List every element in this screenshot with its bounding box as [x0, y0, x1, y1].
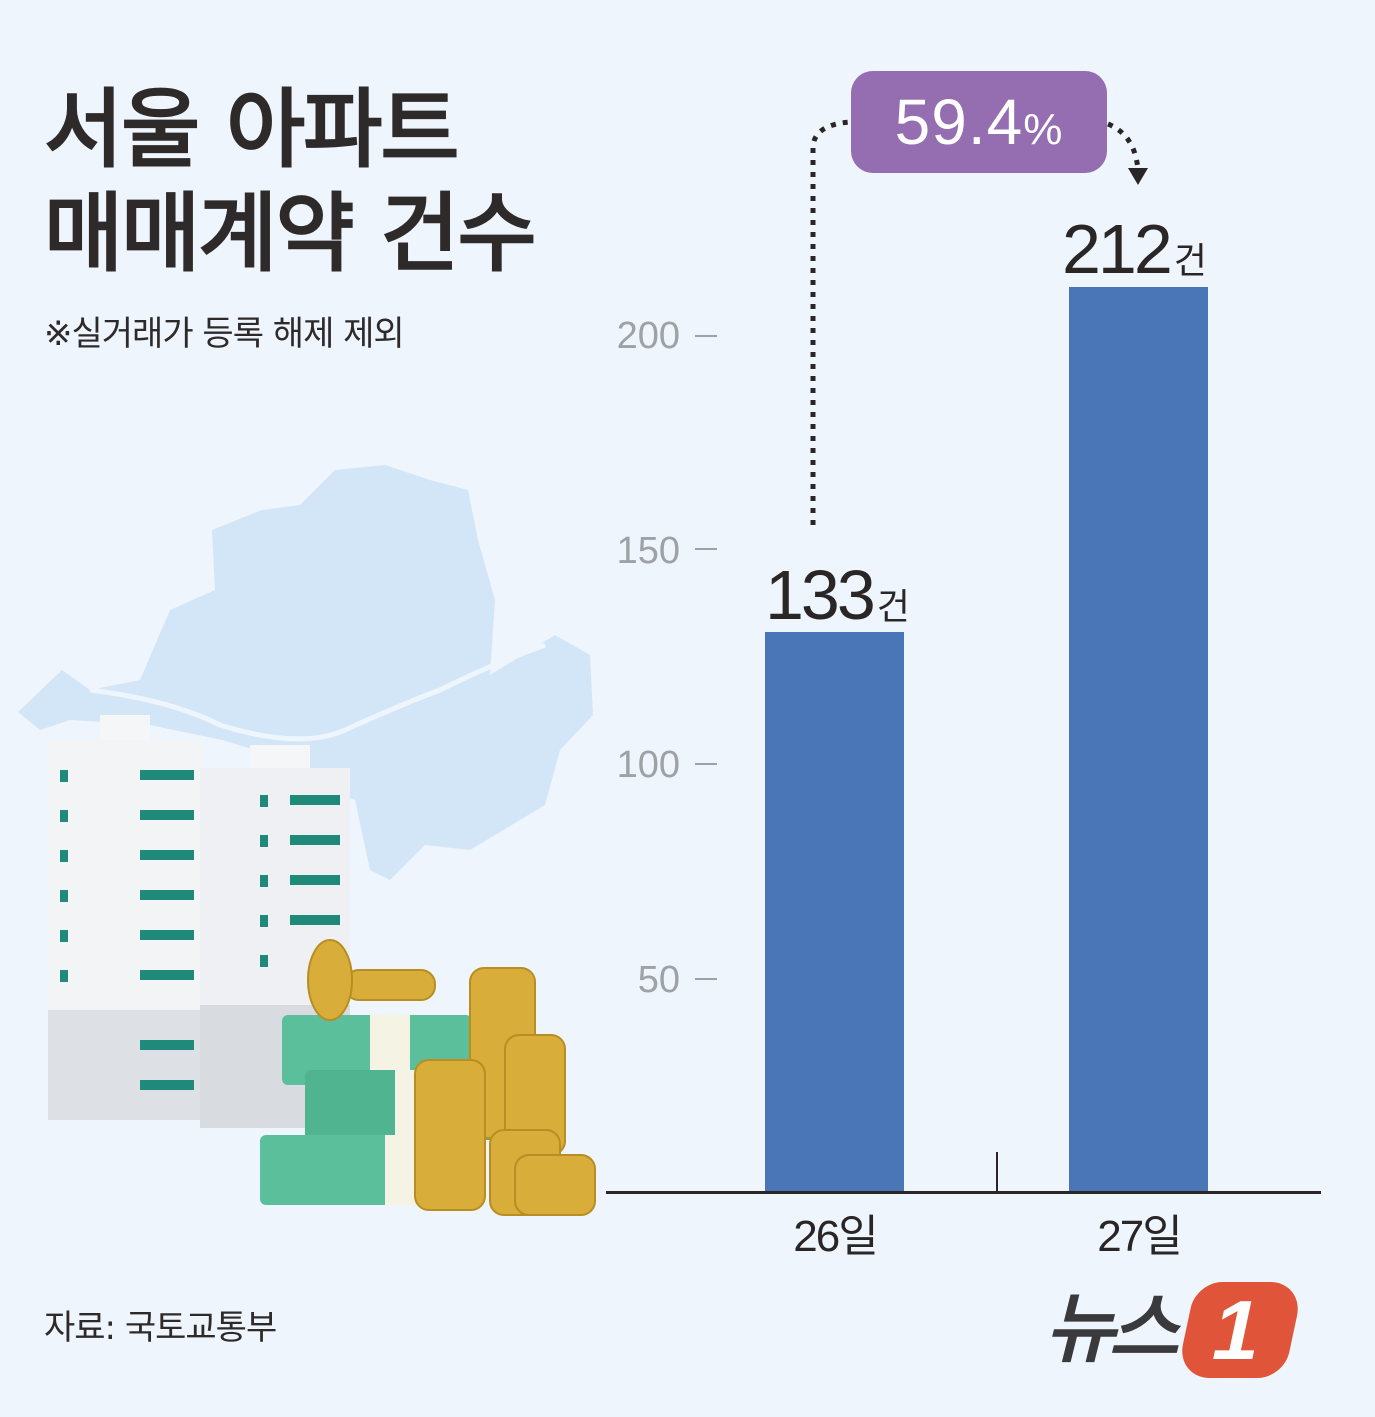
y-tick-mark-100 [695, 763, 717, 765]
y-tick-label-150: 150 [616, 530, 680, 572]
news1-logo-text: 뉴스 [1045, 1284, 1179, 1373]
change-unit: % [1023, 105, 1064, 154]
title-line-1: 서울 아파트 [44, 80, 460, 180]
chart-title: 서울 아파트 매매계약 건수 [44, 78, 537, 286]
y-tick-mark-50 [695, 978, 717, 980]
footnote: ※실거래가 등록 해제 제외 [44, 314, 405, 354]
title-line-2: 매매계약 건수 [44, 184, 537, 284]
x-category-26: 26일 [793, 1212, 878, 1261]
bar-27 [1069, 287, 1208, 1194]
y-tick-label-100: 100 [616, 744, 680, 786]
y-tick-label-50: 50 [637, 959, 680, 1001]
source-label: 자료: 국토교통부 [44, 1308, 277, 1348]
gold-coin-icon [307, 939, 596, 1216]
value-number: 133 [765, 556, 876, 634]
change-value: 59.4 [894, 86, 1024, 158]
value-number: 212 [1062, 210, 1173, 288]
news1-logo-mark: 1 [1204, 1283, 1271, 1377]
x-axis-divider [996, 1152, 998, 1192]
y-tick-mark-150 [695, 548, 717, 550]
x-category-27: 27일 [1097, 1212, 1182, 1261]
value-label-27: 212 건 [1062, 214, 1207, 297]
seoul-illustration [18, 465, 596, 1216]
x-axis-line [606, 1191, 1321, 1194]
value-unit: 건 [1173, 241, 1207, 282]
dotted-arrow-icon [810, 119, 1148, 525]
value-unit: 건 [876, 587, 910, 628]
change-badge: 59.4% [851, 71, 1107, 173]
bar-26 [765, 632, 904, 1194]
seoul-map-icon [18, 465, 593, 880]
y-tick-mark-200 [695, 335, 717, 337]
value-label-26: 133 건 [765, 560, 910, 643]
news1-logo-icon: 1 [1175, 1282, 1305, 1378]
y-tick-label-200: 200 [616, 315, 680, 357]
